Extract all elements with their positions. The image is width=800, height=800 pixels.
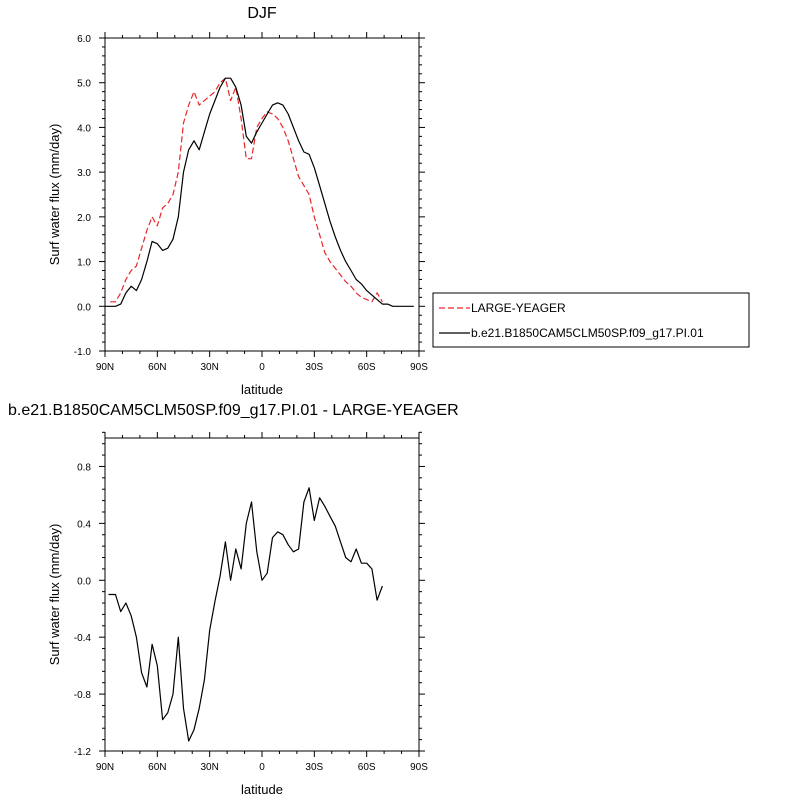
chart-title: b.e21.B1850CAM5CLM50SP.f09_g17.PI.01 - L… (8, 402, 459, 419)
x-axis-label: latitude (241, 382, 283, 397)
x-tick-label: 60N (148, 762, 166, 773)
y-tick-label: -1.2 (74, 747, 92, 758)
y-tick-label: 0.4 (77, 519, 91, 530)
difference-chart: b.e21.B1850CAM5CLM50SP.f09_g17.PI.01 - L… (8, 402, 459, 797)
x-axis: 90N 60N 30N 0 30S 60S 90S (96, 432, 428, 773)
x-tick-label: 30N (200, 362, 218, 373)
plot-frame (104, 437, 420, 752)
y-tick-label: -1.0 (74, 347, 92, 358)
y-tick-label: 2.0 (77, 213, 91, 224)
x-tick-label: 90N (96, 762, 114, 773)
y-tick-label: 1.0 (77, 258, 91, 269)
y-tick-label: 0.0 (77, 302, 91, 313)
y-axis: -1.0 0.0 1.0 2.0 3.0 4.0 5.0 6.0 (74, 34, 425, 358)
x-tick-label: 60N (148, 362, 166, 373)
x-tick-label: 30S (305, 362, 323, 373)
chart-title: DJF (247, 5, 277, 22)
series-line-0 (108, 487, 383, 742)
x-tick-label: 60S (358, 362, 376, 373)
series-line-1 (105, 77, 414, 307)
plot-frame (104, 37, 420, 352)
y-tick-label: -0.8 (74, 690, 92, 701)
y-tick-label: 5.0 (77, 79, 91, 90)
x-axis: 90N 60N 30N 0 30S 60S 90S (96, 32, 428, 373)
x-tick-label: 30N (200, 762, 218, 773)
x-tick-label: 90S (410, 362, 428, 373)
y-tick-label: 3.0 (77, 168, 91, 179)
x-tick-label: 60S (358, 762, 376, 773)
y-axis: -1.2 -0.8 -0.4 0.0 0.4 0.8 (74, 431, 425, 758)
y-axis-label: Surf water flux (mm/day) (47, 124, 62, 266)
x-tick-label: 0 (259, 362, 265, 373)
y-axis-label: Surf water flux (mm/day) (47, 524, 62, 666)
y-tick-label: -0.4 (74, 633, 92, 644)
top-chart: DJF 90N 60N 30N 0 30S 60S 90S latitude -1.0 0.0 1.0… (47, 5, 750, 397)
y-tick-label: 4.0 (77, 123, 91, 134)
x-tick-label: 90S (410, 762, 428, 773)
x-axis-label: latitude (241, 782, 283, 797)
y-tick-label: 0.0 (77, 576, 91, 587)
y-tick-label: 6.0 (77, 34, 91, 45)
x-tick-label: 90N (96, 362, 114, 373)
legend-label-1: b.e21.B1850CAM5CLM50SP.f09_g17.PI.01 (471, 326, 704, 340)
y-tick-label: 0.8 (77, 462, 91, 473)
series-line-0 (110, 77, 383, 303)
x-tick-label: 30S (305, 762, 323, 773)
legend-label-0: LARGE-YEAGER (471, 301, 566, 315)
legend-box (432, 292, 750, 348)
legend: LARGE-YEAGER b.e21.B1850CAM5CLM50SP.f09_g… (432, 292, 750, 348)
x-tick-label: 0 (259, 762, 265, 773)
